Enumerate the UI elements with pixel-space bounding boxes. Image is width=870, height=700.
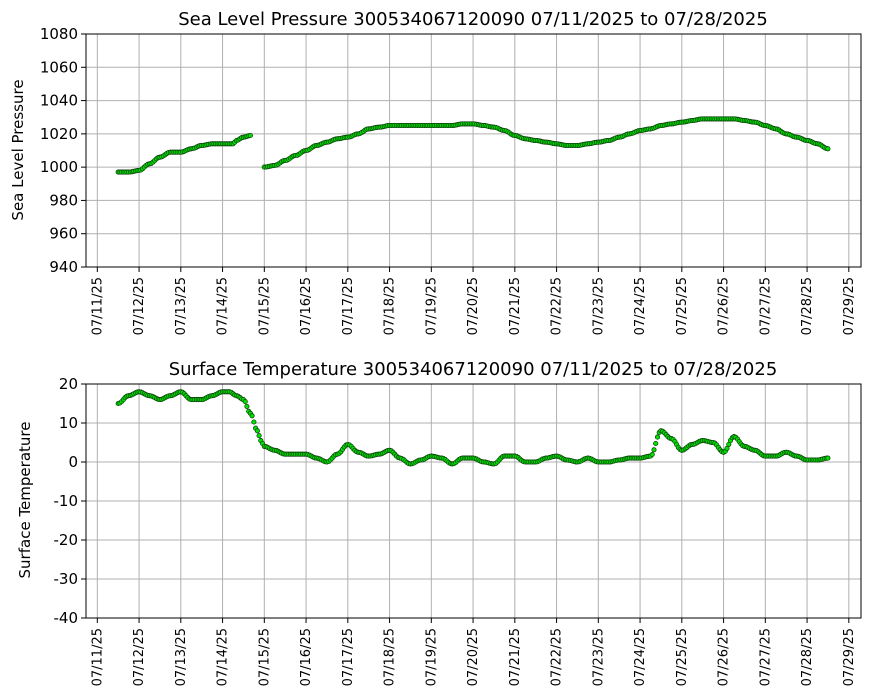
x-tick-label: 07/20/25 [466, 628, 481, 686]
x-tick-label: 07/26/25 [717, 277, 732, 335]
chart-title: Sea Level Pressure 300534067120090 07/11… [178, 9, 768, 30]
x-tick-label: 07/21/25 [508, 628, 523, 686]
y-tick-label: 20 [59, 375, 78, 393]
x-tick-label: 07/18/25 [383, 277, 398, 335]
y-tick-label: 1080 [40, 25, 78, 43]
y-tick-label: 1020 [40, 125, 78, 143]
data-point [254, 428, 260, 434]
x-tick-label: 07/17/25 [341, 628, 356, 686]
x-tick-label: 07/13/25 [174, 628, 189, 686]
data-points [115, 389, 831, 467]
x-tick-label: 07/28/25 [800, 277, 815, 335]
x-tick-label: 07/24/25 [633, 277, 648, 335]
y-tick-label: -10 [54, 492, 79, 510]
x-tick-label: 07/25/25 [675, 628, 690, 686]
data-point [825, 455, 831, 461]
data-point [651, 447, 657, 453]
y-tick-label: 0 [68, 453, 78, 471]
x-tick-label: 07/12/25 [132, 277, 147, 335]
grid [86, 383, 861, 619]
sea-level-pressure-panel: Sea Level Pressure 300534067120090 07/11… [9, 9, 862, 335]
x-tick-label: 07/13/25 [174, 277, 189, 335]
data-point [653, 440, 659, 447]
y-axis-label: Sea Level Pressure [9, 79, 27, 220]
data-point [256, 433, 262, 439]
data-point [244, 403, 250, 409]
y-tick-label: 1060 [40, 58, 78, 76]
x-tick-label: 07/29/25 [842, 628, 857, 686]
x-tick-label: 07/12/25 [132, 628, 147, 686]
y-tick-label: 1000 [40, 158, 78, 176]
x-tick-label: 07/19/25 [424, 277, 439, 335]
y-tick-label: 980 [49, 191, 78, 209]
x-tick-label: 07/23/25 [591, 277, 606, 335]
y-tick-label: -20 [54, 531, 79, 549]
x-tick-label: 07/17/25 [341, 277, 356, 335]
y-tick-label: -40 [54, 609, 79, 627]
x-tick-label: 07/24/25 [633, 628, 648, 686]
data-point [249, 413, 255, 419]
axis-ticks: -40 -30 -20 -10 0 10 20 07/11/25 07/12/25 07/13/2… [54, 375, 857, 686]
x-tick-label: 07/27/25 [758, 277, 773, 335]
axis-ticks: 940 960 980 1000 1020 1040 1060 1080 07/11/25 07/… [40, 25, 857, 335]
y-tick-label: -30 [54, 570, 79, 588]
surface-temperature-panel: Surface Temperature 300534067120090 07/1… [16, 359, 862, 686]
x-tick-label: 07/18/25 [383, 628, 398, 686]
data-point [242, 399, 248, 405]
x-tick-label: 07/27/25 [758, 628, 773, 686]
data-point [251, 419, 257, 425]
x-tick-label: 07/15/25 [257, 628, 272, 686]
data-points [115, 116, 831, 175]
y-tick-label: 10 [59, 414, 78, 432]
data-point [825, 146, 831, 152]
x-tick-label: 07/28/25 [800, 628, 815, 686]
x-tick-label: 07/19/25 [424, 628, 439, 686]
x-tick-label: 07/22/25 [550, 277, 565, 335]
y-tick-label: 960 [49, 225, 78, 243]
x-tick-label: 07/25/25 [675, 277, 690, 335]
data-point [247, 132, 253, 139]
data-point [654, 434, 661, 440]
data-point [649, 451, 655, 458]
chart-title: Surface Temperature 300534067120090 07/1… [169, 359, 778, 380]
y-axis-label: Surface Temperature [16, 422, 34, 579]
y-tick-label: 940 [49, 258, 78, 276]
x-tick-label: 07/22/25 [550, 628, 565, 686]
y-tick-label: 1040 [40, 92, 78, 110]
x-tick-label: 07/11/25 [90, 628, 105, 686]
x-tick-label: 07/14/25 [216, 628, 231, 686]
x-tick-label: 07/23/25 [591, 628, 606, 686]
x-tick-label: 07/16/25 [299, 277, 314, 335]
x-tick-label: 07/29/25 [842, 277, 857, 335]
x-tick-label: 07/14/25 [216, 277, 231, 335]
x-tick-label: 07/26/25 [717, 628, 732, 686]
grid [86, 33, 861, 268]
x-tick-label: 07/20/25 [466, 277, 481, 335]
x-tick-label: 07/15/25 [257, 277, 272, 335]
x-tick-label: 07/16/25 [299, 628, 314, 686]
x-tick-label: 07/21/25 [508, 277, 523, 335]
x-tick-label: 07/11/25 [90, 277, 105, 335]
